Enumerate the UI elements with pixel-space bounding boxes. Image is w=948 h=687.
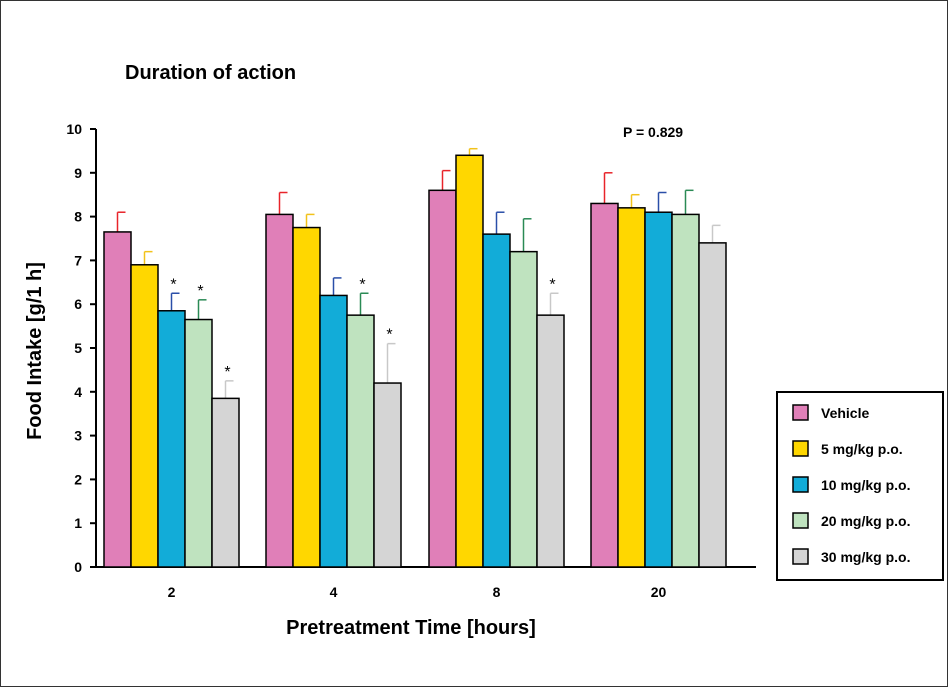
bar: [103, 231, 132, 568]
legend-swatch: [792, 512, 809, 529]
bar: [455, 154, 484, 568]
x-tick-label: 20: [651, 584, 667, 600]
y-tick-label: 4: [74, 384, 82, 400]
bar: [482, 233, 511, 568]
chart-title: Duration of action: [125, 62, 296, 84]
significance-star: *: [359, 276, 365, 293]
bar: [428, 189, 457, 568]
legend-entry: 10 mg/kg p.o.: [821, 477, 910, 493]
legend-entry: 30 mg/kg p.o.: [821, 549, 910, 565]
bar: [536, 314, 565, 568]
y-tick-label: 6: [74, 296, 82, 312]
bar: [292, 226, 321, 568]
bar: [157, 310, 186, 568]
bar: [590, 202, 619, 568]
significance-star: *: [549, 276, 555, 293]
significance-star: *: [224, 364, 230, 381]
bar: [346, 314, 375, 568]
y-tick-label: 2: [74, 471, 82, 487]
legend-entry: Vehicle: [821, 405, 869, 421]
p-value-annotation: P = 0.829: [623, 124, 683, 140]
significance-star: *: [197, 283, 203, 300]
bar: [211, 397, 240, 568]
y-tick-label: 9: [74, 165, 82, 181]
y-tick-label: 10: [66, 121, 82, 137]
bar: [509, 250, 538, 568]
y-tick-label: 0: [74, 559, 82, 575]
plot-area: 0 1 2 3 4 5 6 7 8 9 10 * * * 2 * * 4 * 8 20: [66, 121, 756, 600]
legend-swatch: [792, 476, 809, 493]
legend-swatch: [792, 440, 809, 457]
bar: [184, 318, 213, 568]
legend-entry: 20 mg/kg p.o.: [821, 513, 910, 529]
legend: Vehicle 5 mg/kg p.o. 10 mg/kg p.o. 20 mg/kg…: [776, 391, 944, 581]
significance-star: *: [386, 327, 392, 344]
x-tick-label: 2: [168, 584, 176, 600]
legend-entry: 5 mg/kg p.o.: [821, 441, 903, 457]
bar: [373, 382, 402, 568]
bar: [617, 207, 646, 568]
x-tick-label: 8: [493, 584, 501, 600]
y-axis-label: Food Intake [g/1 h]: [24, 262, 46, 440]
bar: [319, 294, 348, 568]
bar: [698, 242, 727, 568]
bar: [644, 211, 673, 568]
significance-star: *: [170, 276, 176, 293]
legend-swatch: [792, 548, 809, 565]
x-axis-label: Pretreatment Time [hours]: [286, 617, 536, 639]
y-tick-label: 8: [74, 209, 82, 225]
bar: [265, 213, 294, 568]
legend-swatch: [792, 404, 809, 421]
y-tick-label: 3: [74, 428, 82, 444]
x-tick-label: 4: [330, 584, 338, 600]
bar: [130, 264, 159, 568]
bar: [671, 213, 700, 568]
y-tick-label: 1: [74, 515, 82, 531]
y-tick-label: 7: [74, 252, 82, 268]
y-tick-label: 5: [74, 340, 82, 356]
